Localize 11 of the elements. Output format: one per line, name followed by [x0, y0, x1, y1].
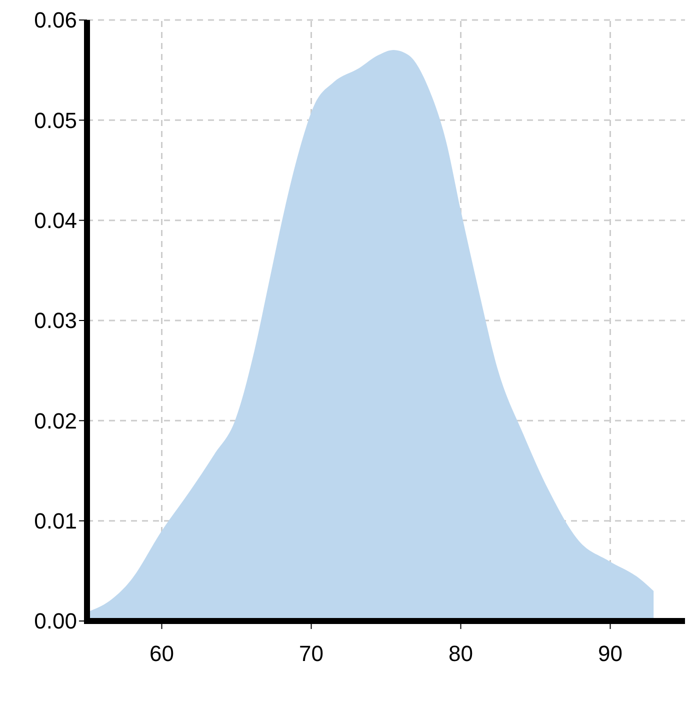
y-tick-label: 0.01	[34, 508, 77, 534]
y-tick-label: 0.03	[34, 308, 77, 334]
x-tick-label: 90	[598, 641, 622, 666]
x-tick-label: 60	[150, 641, 174, 666]
x-tick-label: 80	[448, 641, 473, 666]
y-tick-label: 0.04	[34, 208, 77, 234]
y-tick-label: 0.06	[34, 8, 77, 33]
y-tick-label: 0.05	[34, 108, 77, 133]
y-tick-label: 0.02	[34, 408, 77, 434]
x-tick-label: 70	[299, 641, 324, 666]
y-tick-label: 0.00	[34, 608, 77, 634]
